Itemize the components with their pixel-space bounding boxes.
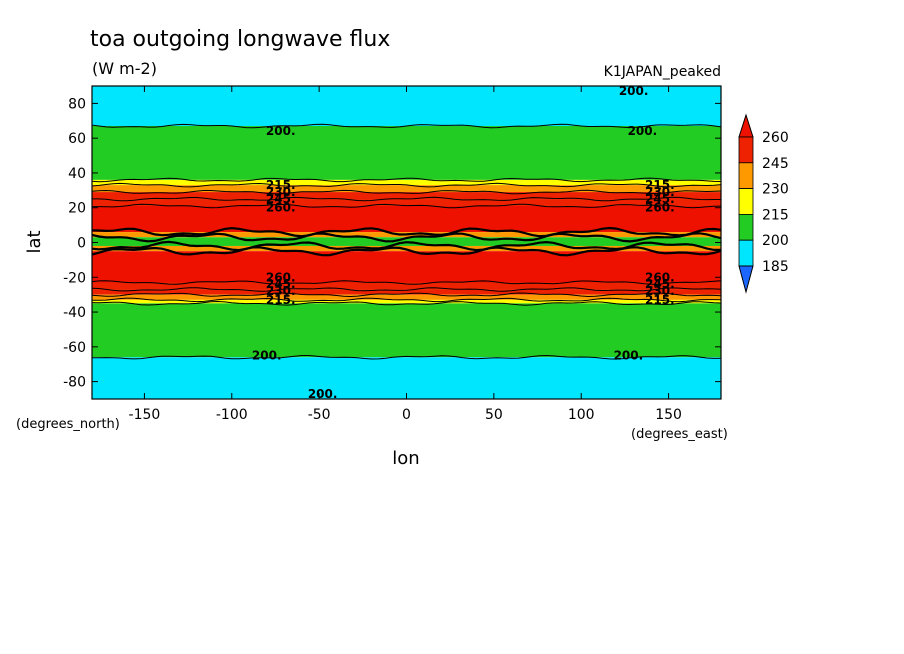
contour-label: 200. [266, 124, 296, 138]
y-tick-label: 60 [68, 131, 86, 147]
contour-band-13 [92, 294, 721, 300]
chart-title: toa outgoing longwave flux [90, 27, 390, 52]
colorbar-segment [738, 162, 754, 190]
contour-band-2 [92, 179, 721, 186]
contour-line [92, 123, 721, 129]
colorbar-label: 215 [762, 207, 789, 223]
contour-label: 230. [645, 185, 675, 199]
y-axis: 80 60 40 20 0 -20 -40 -60 -80 [63, 96, 721, 391]
contour-line [92, 292, 721, 298]
contour-line [92, 300, 721, 306]
x-tick-label: 100 [568, 407, 595, 423]
colorbar-under-triangle [738, 265, 754, 294]
colorbar-label: 230 [762, 182, 789, 198]
contour-label: 215. [645, 178, 675, 192]
contour-lines [92, 123, 721, 360]
dataset-label: K1JAPAN_peaked [604, 64, 721, 80]
contour-line [92, 232, 721, 243]
plot-area: 200. 200.200.215.230.245.260.215.230.245.… [91, 84, 722, 401]
x-tick-label: 150 [655, 407, 682, 423]
colorbar-segment [738, 136, 754, 164]
contour-label: 215. [645, 293, 675, 307]
contour-band-0 [92, 86, 721, 126]
contour-label: 215. [266, 293, 296, 307]
x-tick-label: -150 [129, 407, 161, 423]
contour-band-11 [92, 282, 721, 290]
contour-band-10 [92, 251, 721, 283]
contour-label: 245. [266, 192, 296, 206]
colorbar-label: 260 [762, 130, 789, 146]
y-tick-label: 20 [68, 201, 86, 217]
contour-label: 260. [645, 270, 675, 284]
contour-line [92, 182, 721, 188]
x-tick-label: 50 [485, 407, 503, 423]
x-tick-label: 0 [402, 407, 411, 423]
contour-band-4 [92, 192, 721, 200]
contour-label: 200. [252, 349, 282, 363]
contour-band-12 [92, 289, 721, 295]
contour-line [92, 196, 721, 202]
colorbar-segment [738, 213, 754, 241]
colorbar: 185 200 215 230 245 260 [738, 113, 789, 294]
colorbar-segment [738, 239, 754, 267]
y-tick-label: -20 [63, 270, 86, 286]
y-tick-label: -60 [63, 340, 86, 356]
y-tick-label: 0 [77, 236, 86, 252]
y-axis-label: lat [24, 230, 45, 253]
contour-band-6 [92, 205, 721, 233]
colorbar-label: 245 [762, 156, 789, 172]
contour-label: 230. [266, 185, 296, 199]
colorbar-segment [738, 188, 754, 215]
y-tick-label: 40 [68, 166, 86, 182]
contour-labels: 200. 200.200.215.230.245.260.215.230.245.… [252, 84, 675, 401]
contour-label: 215. [266, 178, 296, 192]
contour-line [92, 297, 721, 303]
contour-band-1 [92, 125, 721, 180]
contour-band-14 [92, 299, 721, 304]
contour-line [92, 226, 721, 238]
colorbar-over-triangle [738, 113, 754, 138]
y-tick-label: -40 [63, 305, 86, 321]
contour-line [92, 177, 721, 183]
x-tick-label: -50 [308, 407, 331, 423]
contour-label: 245. [645, 277, 675, 291]
y-units-label: (degrees_north) [16, 417, 120, 432]
contour-label: 200. [619, 84, 649, 98]
x-axis: -150 -100 -50 0 50 100 150 [129, 86, 682, 423]
contour-line [92, 189, 721, 195]
contour-label: 200. [308, 387, 338, 401]
contour-label: 260. [266, 270, 296, 284]
contour-label: 245. [645, 192, 675, 206]
y-tick-label: -80 [63, 375, 86, 391]
contour-band-16 [92, 357, 721, 399]
contour-band-15 [92, 303, 721, 358]
contour-band-5 [92, 199, 721, 206]
contour-line [92, 246, 721, 257]
contour-line [92, 287, 721, 292]
x-axis-label: lon [392, 448, 419, 469]
contour-label: 260. [645, 201, 675, 215]
contour-band-3 [92, 185, 721, 193]
contour-line [92, 280, 721, 285]
y-tick-label: 80 [68, 96, 86, 112]
chart-subtitle: (W m-2) [92, 59, 157, 78]
contour-label: 245. [266, 277, 296, 291]
colorbar-label: 185 [762, 259, 789, 275]
contour-line [92, 354, 721, 360]
contour-label: 200. [614, 349, 644, 363]
contour-label: 260. [266, 201, 296, 215]
contour-label: 230. [266, 284, 296, 298]
contour-label: 230. [645, 284, 675, 298]
colorbar-label: 200 [762, 233, 789, 249]
contour-label: 200. [628, 124, 658, 138]
contour-line [92, 203, 721, 209]
x-units-label: (degrees_east) [631, 427, 728, 442]
x-tick-label: -100 [216, 407, 248, 423]
